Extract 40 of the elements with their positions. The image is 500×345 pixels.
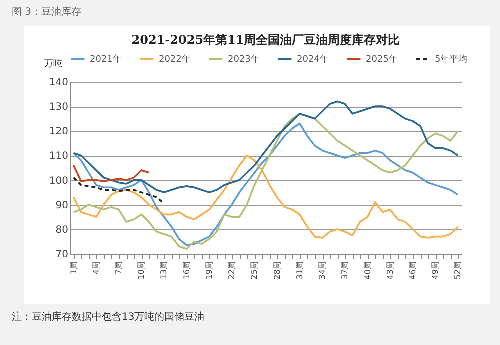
x-tick-label: 40周	[363, 262, 372, 280]
legend-label: 2024年	[297, 54, 329, 65]
legend-label: 2023年	[228, 54, 260, 65]
legend-label: 2025年	[366, 54, 398, 65]
chart-title: 2021-2025年第11周全国油厂豆油周度库存对比	[132, 33, 400, 47]
x-tick-label: 25周	[250, 262, 260, 280]
y-tick-label: 120	[49, 126, 68, 138]
x-tick-label: 7周	[114, 262, 124, 275]
y-tick-label: 80	[56, 224, 68, 236]
line-series	[72, 154, 460, 239]
y-tick-label: 140	[49, 78, 68, 88]
line-series	[72, 176, 166, 205]
x-tick-label: 22周	[228, 262, 237, 280]
legend-label: 2022年	[159, 54, 191, 65]
x-tick-label: 16周	[182, 262, 192, 280]
x-tick-label: 31周	[295, 262, 304, 280]
x-tick-label: 1周	[69, 262, 78, 275]
legend-label: 5年平均	[435, 54, 468, 65]
x-tick-label: 46周	[408, 262, 418, 280]
x-tick-label: 10周	[137, 262, 146, 280]
y-axis-title: 万吨	[44, 58, 62, 70]
legend-label: 2021年	[90, 54, 122, 65]
x-tick-label: 4周	[92, 262, 101, 275]
x-tick-label: 37周	[340, 262, 350, 280]
x-tick-label: 13周	[160, 262, 169, 280]
x-tick-label: 28周	[272, 262, 282, 280]
y-tick-label: 110	[49, 151, 68, 162]
x-tick-label: 52周	[454, 262, 463, 280]
y-tick-label: 130	[49, 102, 68, 114]
y-tick-label: 100	[49, 176, 68, 187]
x-tick-label: 43周	[386, 262, 395, 280]
x-tick-label: 19周	[204, 262, 214, 280]
line-series	[72, 164, 150, 182]
x-tick-label: 49周	[431, 262, 440, 280]
caption: 图 3：豆油库存	[12, 6, 82, 19]
line-series	[72, 100, 460, 194]
y-tick-label: 70	[56, 250, 68, 260]
text: 注：豆油库存数据中包含13万吨的国储豆油	[12, 310, 205, 324]
y-tick-label: 90	[56, 200, 68, 212]
x-tick-label: 34周	[318, 262, 328, 280]
